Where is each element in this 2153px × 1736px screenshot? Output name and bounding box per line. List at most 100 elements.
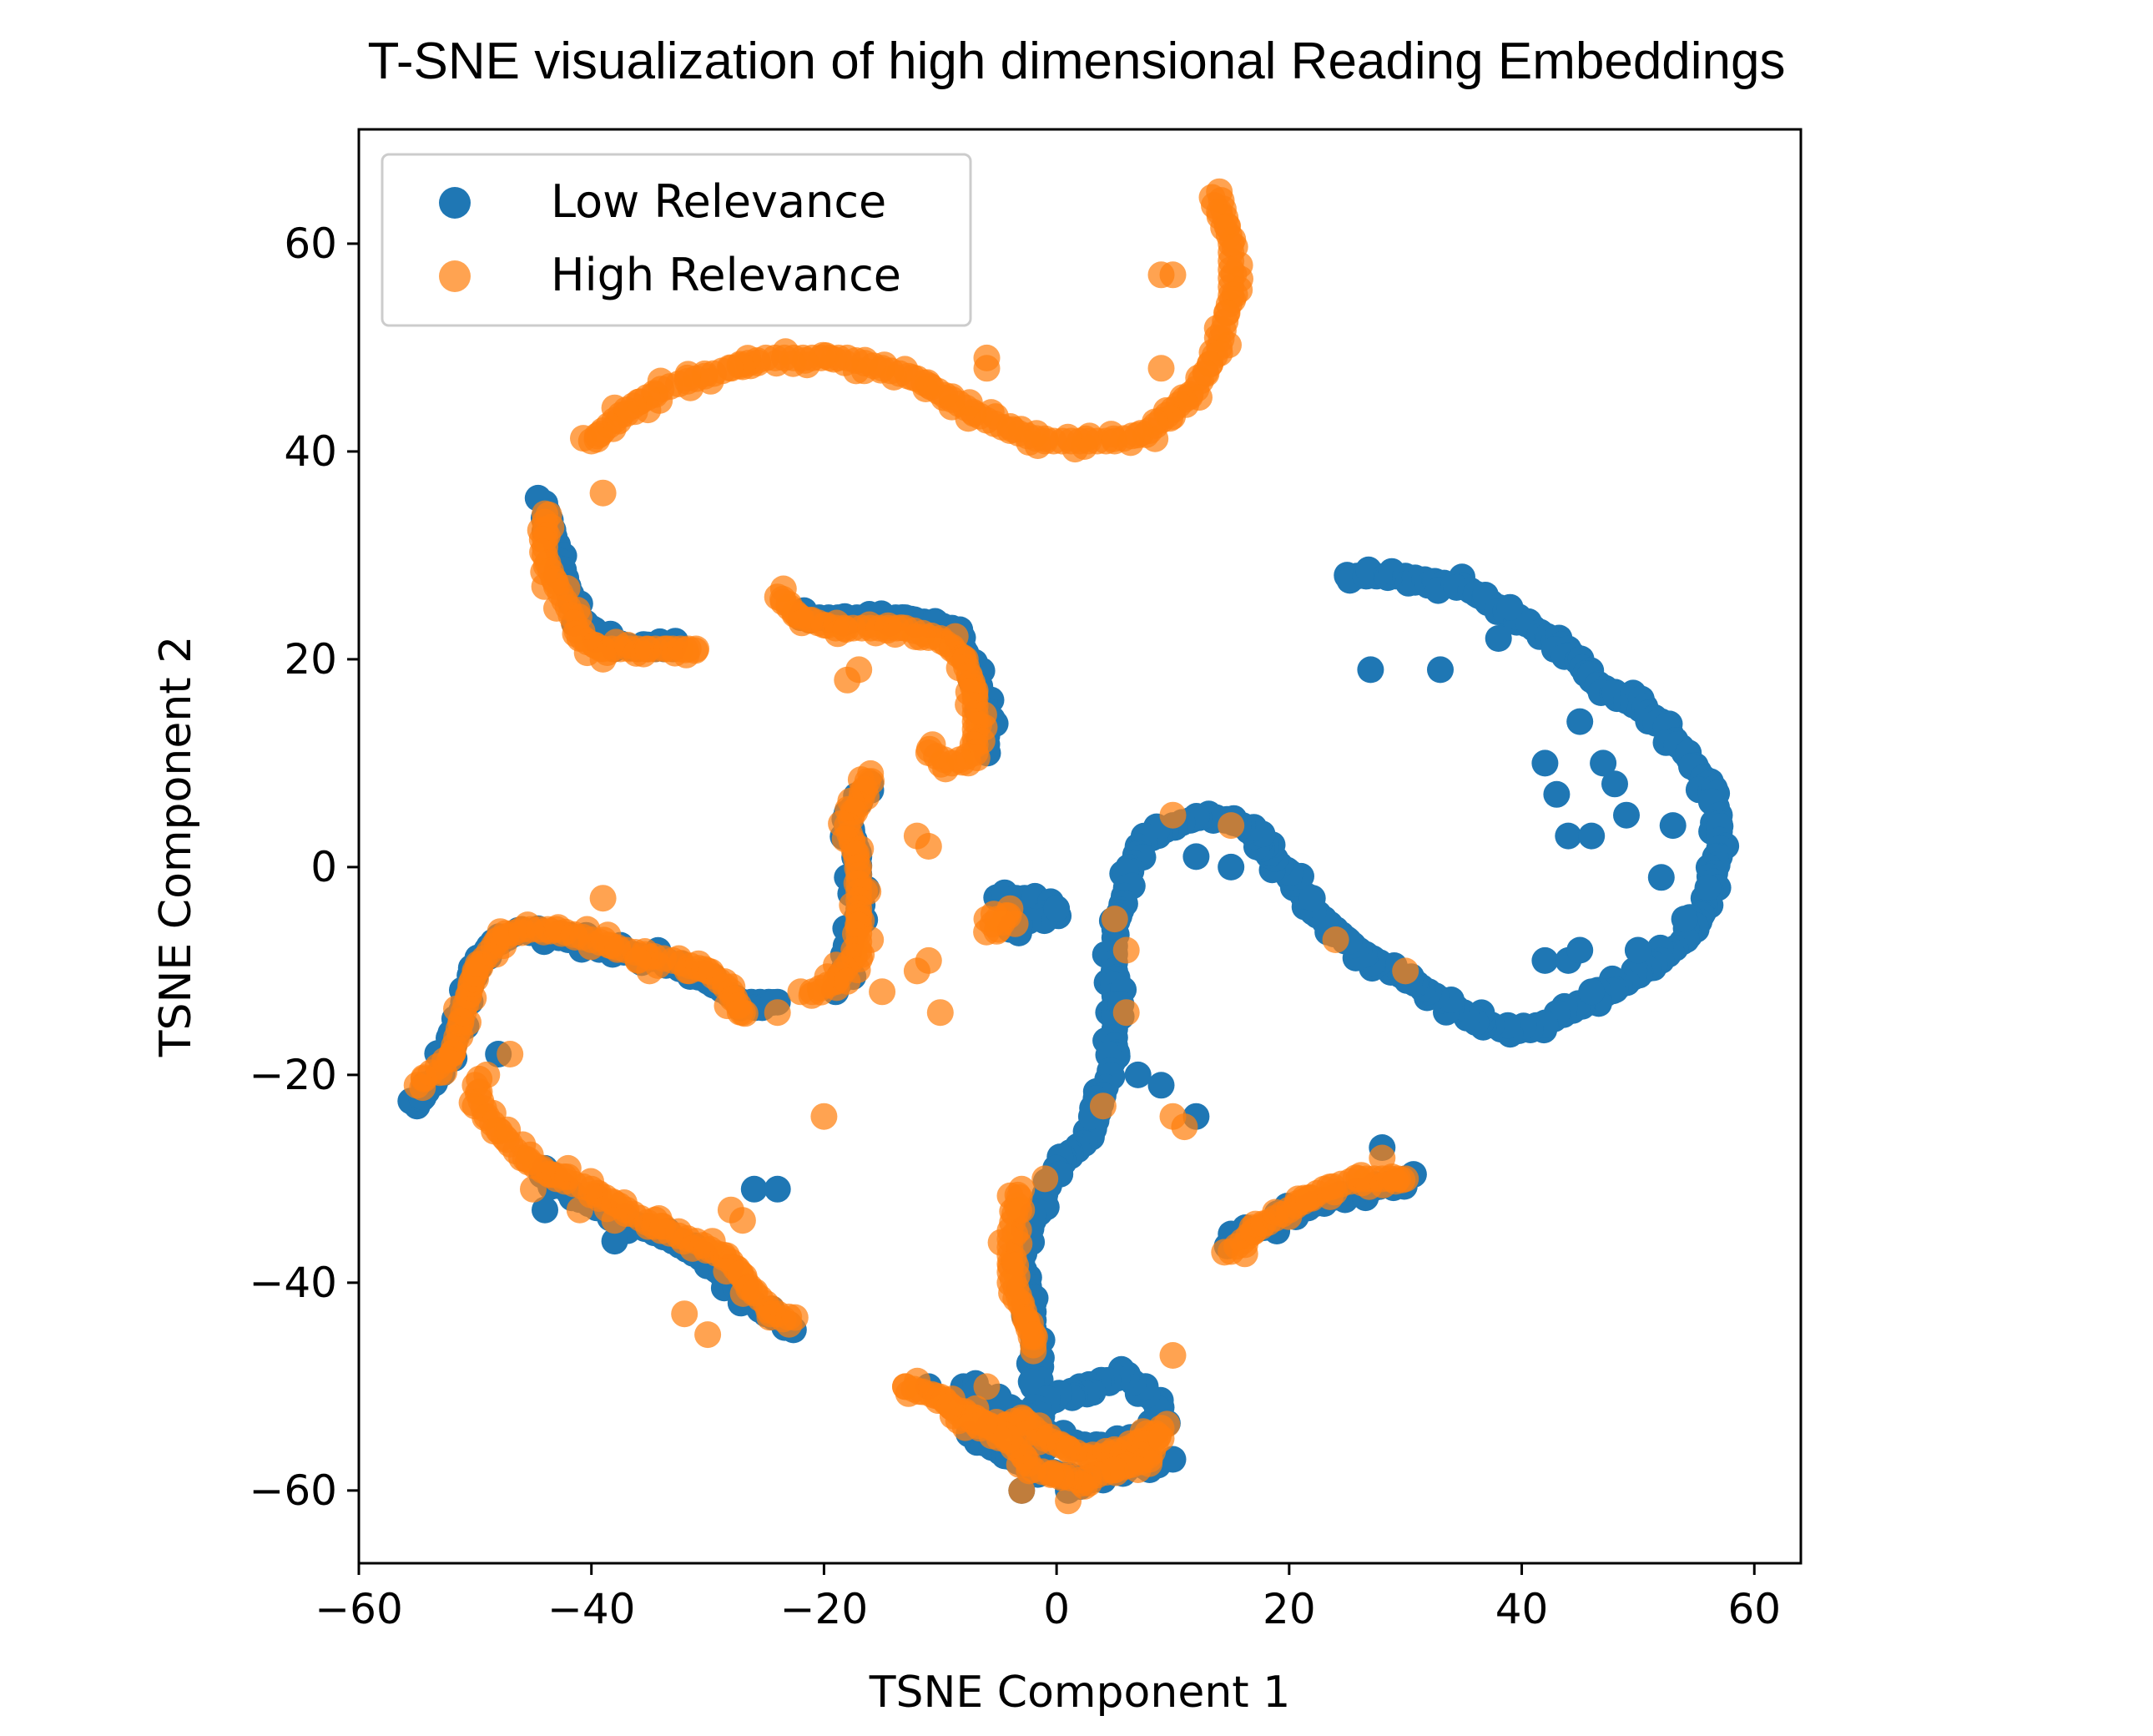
- plot-frame: [357, 128, 1803, 1565]
- legend-label-high-relevance: High Relevance: [551, 249, 901, 301]
- high-relevance-point: [845, 656, 873, 684]
- y-axis: −60 −40 −20 0 20 40 60: [249, 220, 359, 1515]
- high-relevance-point: [682, 637, 708, 664]
- high-relevance-point: [1031, 1165, 1059, 1193]
- high-relevance-point: [834, 967, 861, 995]
- legend-marker-low-relevance: [439, 187, 471, 219]
- high-relevance-point: [1112, 936, 1140, 964]
- low-relevance-point: [740, 1175, 768, 1203]
- x-tick-label: 60: [1727, 1585, 1781, 1633]
- low-relevance-point: [1043, 895, 1071, 922]
- high-relevance-point: [520, 1175, 547, 1203]
- low-relevance-point: [1218, 853, 1245, 881]
- high-relevance-point: [1392, 957, 1419, 985]
- high-relevance-point: [1147, 1425, 1175, 1452]
- high-relevance-point: [1101, 906, 1128, 933]
- low-relevance-point: [1694, 874, 1722, 901]
- low-relevance-point: [1298, 885, 1326, 912]
- high-relevance-point: [1124, 1456, 1152, 1483]
- high-relevance-point: [915, 833, 942, 860]
- low-relevance-point: [601, 1228, 628, 1255]
- low-relevance-point: [1543, 780, 1571, 808]
- high-relevance-point: [973, 1373, 1001, 1400]
- high-relevance-point: [869, 978, 896, 1006]
- x-tick-label: −60: [315, 1585, 403, 1633]
- high-relevance-point: [694, 1321, 722, 1349]
- high-relevance-point: [857, 926, 885, 953]
- high-relevance-point: [936, 1392, 964, 1420]
- low-relevance-point: [1124, 1061, 1152, 1088]
- low-relevance-point: [1555, 822, 1582, 850]
- high-relevance-point: [589, 645, 617, 673]
- high-relevance-point: [1147, 355, 1175, 382]
- high-relevance-point: [473, 1061, 501, 1088]
- low-relevance-point: [1659, 812, 1687, 840]
- high-relevance-point: [1389, 1166, 1416, 1194]
- low-relevance-point: [1601, 770, 1628, 798]
- high-relevance-point: [1008, 1196, 1036, 1224]
- low-relevance-point: [1427, 656, 1454, 684]
- y-tick-label: 40: [284, 427, 337, 476]
- high-relevance-point: [1055, 1487, 1082, 1515]
- low-relevance-point: [1182, 843, 1210, 871]
- high-relevance-point: [996, 1269, 1024, 1296]
- legend-box: [381, 153, 972, 327]
- high-relevance-point: [726, 998, 754, 1026]
- high-relevance-point: [589, 479, 617, 507]
- x-tick-label: 20: [1263, 1585, 1316, 1633]
- legend: Low Relevance High Relevance: [381, 153, 972, 327]
- high-relevance-point: [1008, 1476, 1036, 1504]
- y-tick-label: 60: [284, 220, 337, 268]
- low-relevance-point: [1578, 822, 1606, 850]
- high-relevance-point: [781, 1304, 809, 1331]
- high-relevance-point: [554, 1154, 582, 1182]
- low-relevance-point: [1147, 1072, 1175, 1099]
- high-relevance-point: [1369, 1144, 1396, 1172]
- high-relevance-point: [624, 946, 652, 974]
- high-relevance-point: [1159, 801, 1187, 829]
- low-relevance-point: [1578, 978, 1606, 1006]
- high-relevance-point: [915, 946, 942, 974]
- high-relevance-point: [601, 1207, 628, 1234]
- high-relevance-point: [1147, 261, 1175, 289]
- low-relevance-point: [532, 1196, 558, 1224]
- y-tick-label: −60: [249, 1466, 337, 1515]
- high-relevance-point: [1322, 926, 1349, 953]
- low-relevance-point: [1613, 801, 1640, 829]
- high-relevance-point: [566, 1196, 593, 1224]
- high-relevance-point: [807, 978, 834, 1006]
- high-relevance-point: [671, 1300, 698, 1328]
- low-relevance-point: [1531, 749, 1559, 777]
- y-tick-label: −20: [249, 1051, 337, 1099]
- high-relevance-point: [1020, 1321, 1047, 1349]
- chart-title: T-SNE visualization of high dimensional …: [367, 33, 1786, 90]
- low-relevance-point: [1357, 656, 1384, 684]
- high-relevance-point: [764, 999, 791, 1027]
- high-relevance-point: [1089, 1093, 1117, 1120]
- low-relevance-point: [1590, 749, 1617, 777]
- high-relevance-point: [729, 1207, 756, 1234]
- high-relevance-point: [926, 999, 954, 1027]
- high-relevance-point: [892, 1373, 919, 1400]
- high-relevance-point: [1171, 1113, 1198, 1141]
- low-relevance-point: [1496, 593, 1524, 621]
- y-tick-label: −40: [249, 1259, 337, 1307]
- low-relevance-point: [1017, 1368, 1045, 1395]
- high-relevance-point: [461, 1093, 489, 1120]
- x-tick-label: −40: [547, 1585, 636, 1633]
- x-axis: −60 −40 −20 0 20 40 60: [315, 1563, 1781, 1633]
- high-relevance-point: [497, 1041, 524, 1067]
- high-relevance-point: [589, 885, 617, 912]
- low-relevance-point: [1624, 936, 1651, 964]
- high-relevance-point: [570, 425, 597, 452]
- high-relevance-point: [1159, 1342, 1187, 1369]
- high-relevance-series: [403, 178, 1419, 1515]
- x-tick-label: −20: [780, 1585, 869, 1633]
- high-relevance-point: [787, 978, 814, 1006]
- high-relevance-point: [980, 901, 1007, 928]
- high-relevance-point: [973, 355, 1001, 382]
- low-relevance-point: [1647, 864, 1675, 891]
- low-relevance-point: [764, 1175, 791, 1203]
- legend-label-low-relevance: Low Relevance: [551, 175, 886, 228]
